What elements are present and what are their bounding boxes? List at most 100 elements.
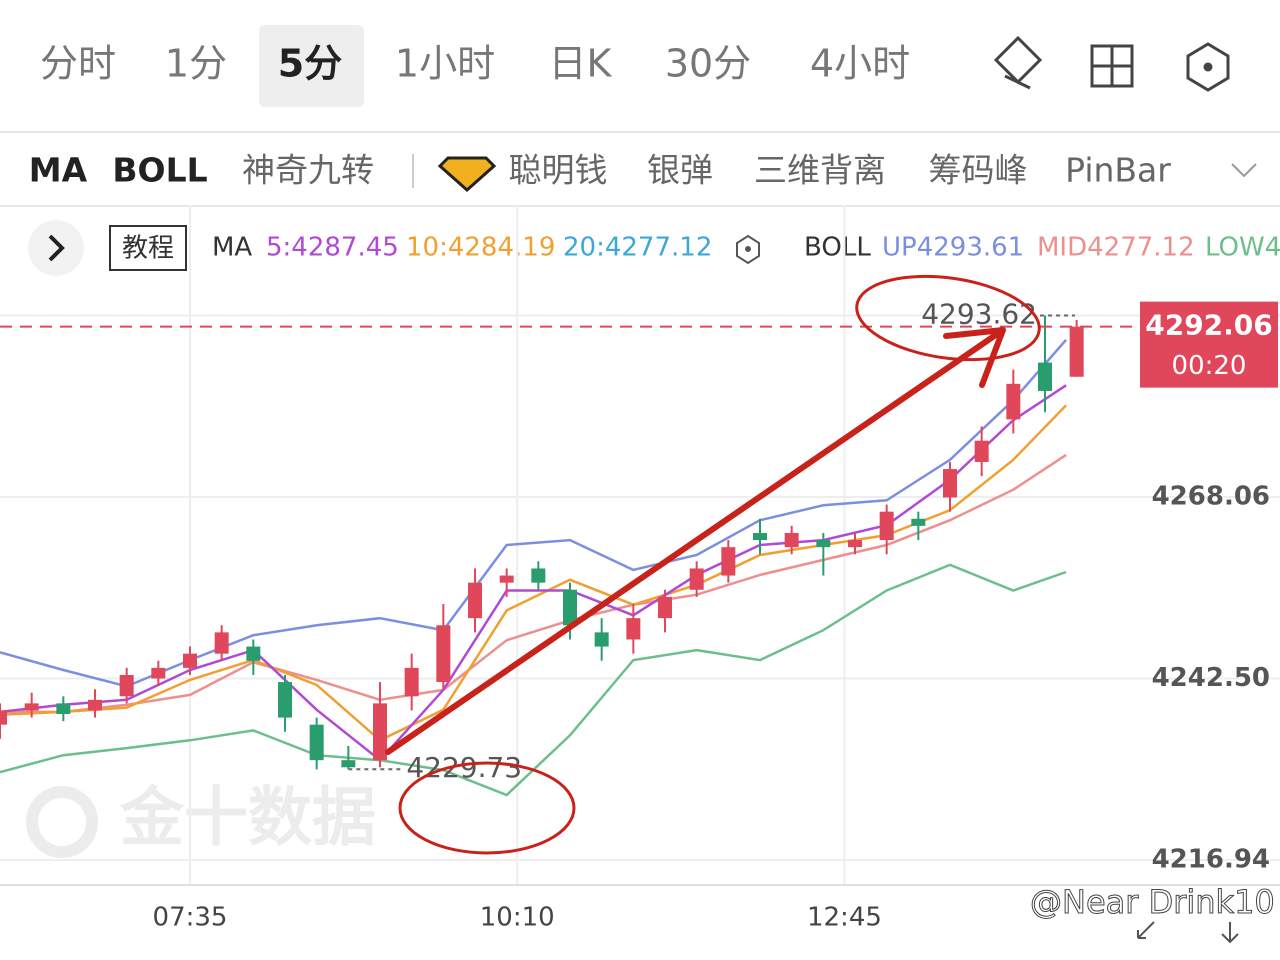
indicator-tab[interactable]: PinBar [1065,151,1171,190]
candle-body [341,760,356,768]
annotation-label: 4293.62 [921,298,1037,331]
y-tick-label: 4268.06 [1152,482,1270,512]
indicator-tab[interactable]: MA [29,151,88,190]
watermark: 金十数据 [119,782,376,856]
candle [784,525,799,555]
indicator-tab[interactable]: 聪明钱 [509,151,608,190]
legend-settings-icon[interactable] [736,234,760,265]
legend-boll-value: LOW4 [1205,233,1280,263]
candle-body [404,667,419,697]
candle-body [563,589,577,626]
candle-body [1069,326,1084,377]
indicator-tab[interactable]: 三维背离 [754,151,886,190]
candle [436,603,451,690]
candle [753,518,767,555]
layout-icon[interactable] [1090,44,1134,88]
chart: 4216.94 4242.50 4268.06 4293.62 07:35 10:10 12… [0,205,1280,933]
candle-body [879,511,894,541]
candle-body [119,674,134,697]
candle [626,603,641,654]
expand-icon [48,234,65,262]
candle [278,674,292,732]
candle [24,692,39,718]
candle-body [246,646,261,661]
candle-body [689,568,704,590]
last-price-label: 4292.06 [1145,309,1273,342]
candle-body [911,518,926,526]
candle-body [721,547,736,576]
legend-boll-label: BOLL [804,233,871,263]
candle-body [278,682,292,718]
candle-body [468,582,482,619]
diamond-icon [437,156,497,193]
candle-body [816,540,831,548]
x-tick-label: 12:45 [807,903,882,933]
candle [974,426,989,477]
x-tick-label: 07:35 [153,903,228,933]
timeframe-tab[interactable]: 1小时 [395,42,495,86]
candle [214,625,229,661]
indicator-tab[interactable]: 筹码峰 [929,151,1028,190]
candle [373,682,387,768]
timeframe-tab[interactable]: 5分 [278,42,342,86]
candle-body [943,469,957,498]
candle-body [594,632,609,647]
watermark-logo [26,786,98,858]
legend-boll-value: UP4293.61 [882,233,1024,263]
candle-body [309,724,324,761]
candle [943,461,957,512]
indicator-tab[interactable]: 神奇九转 [242,151,374,190]
candle [56,696,71,722]
indicator-line [0,404,1067,742]
fullscreen-icon[interactable] [1137,921,1155,939]
draw-tool-icon[interactable] [993,35,1043,90]
candle [309,717,324,770]
indicator-line [0,453,1067,714]
candle-body [626,618,641,640]
expand-button[interactable] [28,220,84,276]
settings-icon[interactable] [1186,42,1230,92]
candle [119,667,134,704]
user-watermark: @Near Drink10 [1030,883,1275,921]
candle-body [1006,383,1021,420]
timeframe-tab[interactable]: 1分 [165,42,227,86]
timeframe-tab[interactable]: 4小时 [810,42,910,86]
candle [151,660,166,686]
trend-arrow [385,327,1006,755]
indicator-tab[interactable]: BOLL [112,151,207,190]
highlight-circle [398,761,576,855]
candle [88,689,102,718]
candle [879,504,894,555]
indicator-line [0,384,1067,762]
tutorial-box[interactable] [109,225,187,271]
candle [499,568,514,597]
candle-body [56,703,71,715]
candle-body [784,532,799,548]
candle-body [974,440,989,462]
candle [594,618,609,661]
legend-ma-label: MA [212,233,252,263]
legend-boll-value: MID4277.12 [1037,233,1195,263]
legend-ma-value: 10:4284.19 [406,233,555,263]
x-tick-label: 10:10 [480,903,555,933]
annotation-label: 4229.73 [406,751,522,784]
timeframe-tab[interactable]: 30分 [665,42,751,86]
candle [658,589,672,633]
candle [341,745,356,770]
y-tick-label: 4216.94 [1152,845,1270,875]
indicator-line [0,563,1067,797]
candle [1069,319,1084,377]
candle-body [214,632,229,654]
tutorial-label[interactable]: 教程 [122,234,174,264]
indicator-tab[interactable]: 银弹 [647,151,713,190]
scroll-icon[interactable] [1221,922,1239,944]
candle-body [24,703,39,711]
timeframe-tab[interactable]: 日K [549,42,613,86]
candle [1006,369,1021,434]
timeframe-tab[interactable]: 分时 [40,42,116,86]
candle-body [753,532,767,541]
more-icon[interactable] [1231,163,1257,178]
candle-body [499,575,514,583]
candle [911,511,926,541]
